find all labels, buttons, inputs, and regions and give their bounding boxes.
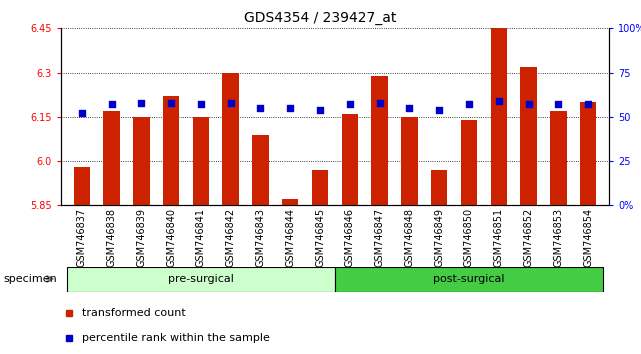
FancyBboxPatch shape (67, 267, 335, 292)
Point (106, 102, 117, 107)
Bar (342, 114, 358, 205)
Text: transformed count: transformed count (82, 308, 186, 318)
Text: pre-surgical: pre-surgical (168, 274, 234, 284)
Bar (103, 111, 120, 205)
Point (434, 107, 444, 113)
Bar (74, 167, 90, 205)
Point (315, 107, 325, 113)
Bar (193, 117, 209, 205)
Bar (312, 170, 328, 205)
Point (136, 100, 146, 105)
Bar (282, 199, 299, 205)
Bar (580, 102, 596, 205)
Point (345, 102, 355, 107)
Bar (163, 96, 179, 205)
FancyBboxPatch shape (335, 267, 603, 292)
Bar (520, 67, 537, 205)
Bar (401, 117, 417, 205)
Text: percentile rank within the sample: percentile rank within the sample (82, 333, 270, 343)
Point (374, 100, 385, 105)
Text: GDS4354 / 239427_at: GDS4354 / 239427_at (244, 11, 397, 25)
Text: specimen: specimen (3, 274, 57, 284)
Bar (550, 111, 567, 205)
Bar (253, 135, 269, 205)
Point (464, 102, 474, 107)
Point (494, 98, 504, 104)
Point (255, 105, 265, 111)
Point (166, 100, 176, 105)
Bar (371, 75, 388, 205)
Text: post-surgical: post-surgical (433, 274, 504, 284)
Bar (222, 73, 239, 205)
Bar (490, 28, 507, 205)
Point (404, 105, 415, 111)
Point (77, 110, 87, 116)
Bar (431, 170, 447, 205)
Point (196, 102, 206, 107)
Point (583, 102, 593, 107)
Point (285, 105, 296, 111)
Point (226, 100, 236, 105)
Bar (461, 120, 477, 205)
Point (553, 102, 563, 107)
Bar (133, 117, 149, 205)
Point (524, 102, 534, 107)
